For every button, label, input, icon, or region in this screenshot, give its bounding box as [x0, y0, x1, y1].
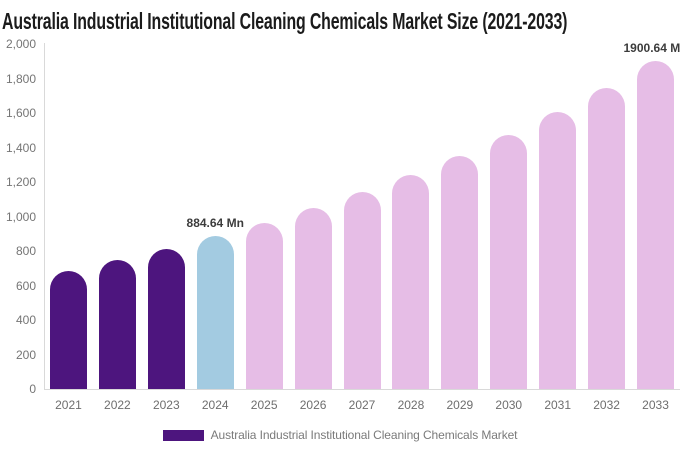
legend-label: Australia Industrial Institutional Clean…: [210, 428, 518, 442]
y-tick-label: 200: [15, 347, 36, 362]
x-tick-label-2021: 2021: [55, 398, 82, 412]
x-tick-label-2029: 2029: [446, 398, 474, 412]
x-tick-label-2033: 2033: [642, 398, 669, 412]
y-tick-label: 1,600: [5, 106, 36, 120]
bar-2025[interactable]: [245, 222, 283, 389]
bar-2031[interactable]: [539, 112, 577, 389]
x-tick-label-2028: 2028: [397, 398, 425, 412]
y-tick-label: 0: [29, 382, 36, 396]
bar-2024[interactable]: [196, 236, 234, 389]
x-tick-label-2024: 2024: [201, 398, 229, 412]
bar-2029[interactable]: [441, 155, 479, 389]
y-tick-label: 1,200: [5, 175, 36, 189]
x-tick-label-2022: 2022: [104, 398, 131, 412]
y-tick-label: 600: [15, 278, 36, 293]
y-tick-label: 800: [15, 244, 36, 258]
x-tick-label-2023: 2023: [152, 398, 180, 412]
y-tick-label: 2,000: [5, 37, 36, 51]
bar-2032[interactable]: [588, 87, 626, 389]
y-axis-line: [44, 43, 45, 389]
x-axis-line: [44, 389, 680, 390]
x-tick-label-2025: 2025: [250, 398, 278, 412]
y-tick-label: 1,800: [5, 71, 36, 86]
bar-2022[interactable]: [98, 260, 136, 389]
bar-value-label-2024: 884.64 Mn: [186, 216, 244, 231]
bar-2028[interactable]: [392, 174, 430, 389]
y-tick-label: 1,000: [5, 209, 36, 224]
x-tick-label-2027: 2027: [348, 398, 376, 412]
x-tick-label-2032: 2032: [593, 398, 620, 412]
bar-value-label-2033: 1900.64 Mn: [623, 41, 680, 56]
chart-title: Australia Industrial Institutional Clean…: [2, 8, 568, 34]
bar-2027[interactable]: [343, 192, 381, 389]
bar-2026[interactable]: [294, 208, 332, 389]
bar-2033[interactable]: [637, 61, 675, 389]
bar-2030[interactable]: [490, 134, 528, 389]
bar-2021[interactable]: [49, 270, 87, 389]
x-tick-label-2031: 2031: [544, 398, 572, 412]
y-tick-label: 400: [15, 313, 36, 327]
x-tick-label-2030: 2030: [495, 398, 523, 412]
x-tick-label-2026: 2026: [299, 398, 327, 412]
legend[interactable]: Australia Industrial Institutional Clean…: [0, 426, 680, 444]
y-tick-label: 1,400: [5, 140, 36, 155]
legend-swatch: [162, 429, 204, 441]
bar-2023[interactable]: [147, 248, 185, 389]
